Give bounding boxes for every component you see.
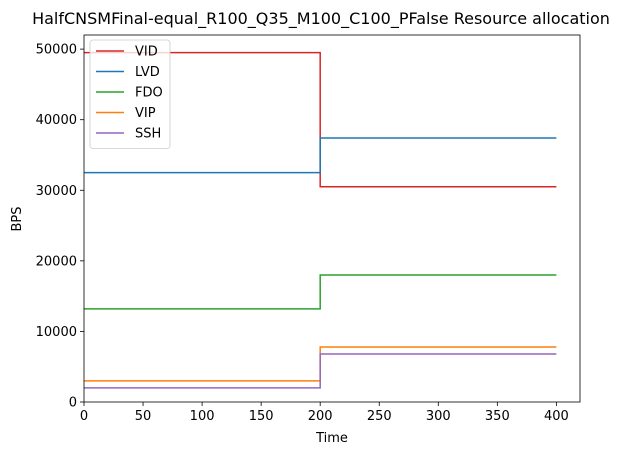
legend-box (89, 39, 171, 149)
legend-label-fdo: FDO (135, 86, 163, 101)
y-tick-label: 30000 (36, 184, 77, 199)
y-tick-label: 40000 (36, 113, 77, 128)
x-tick-label: 150 (249, 409, 274, 424)
y-axis: 0 10000 20000 30000 40000 50000 (36, 43, 84, 411)
series-layer (84, 51, 557, 389)
x-tick-label: 50 (135, 409, 152, 424)
plot-frame (83, 34, 581, 403)
x-tick-label: 0 (80, 409, 88, 424)
x-tick-label: 250 (367, 409, 392, 424)
y-tick-label: 20000 (36, 254, 77, 269)
y-tick-label: 50000 (36, 43, 77, 58)
y-axis-label: BPS (10, 206, 25, 231)
series-line-fdo (84, 274, 557, 310)
legend-label-ssh: SSH (135, 127, 161, 142)
x-tick-label: 400 (544, 409, 569, 424)
x-tick-label: 350 (485, 409, 510, 424)
series-line-lvd (84, 137, 557, 174)
legend: VID LVD FDO VIP SSH (89, 39, 171, 149)
legend-label-vip: VIP (135, 106, 156, 121)
x-tick-label: 100 (190, 409, 215, 424)
series-line-vid (84, 51, 557, 188)
series-line-ssh (84, 353, 557, 389)
legend-label-vid: VID (135, 45, 158, 60)
y-tick-label: 10000 (36, 325, 77, 340)
chart-title: HalfCNSMFinal-equal_R100_Q35_M100_C100_P… (32, 9, 610, 29)
x-axis: 0 50 100 150 200 250 300 350 400 (80, 402, 569, 424)
x-tick-label: 300 (426, 409, 451, 424)
x-axis-label: Time (315, 431, 348, 446)
y-tick-label: 0 (69, 396, 77, 411)
legend-label-lvd: LVD (135, 65, 160, 80)
x-tick-label: 200 (308, 409, 333, 424)
